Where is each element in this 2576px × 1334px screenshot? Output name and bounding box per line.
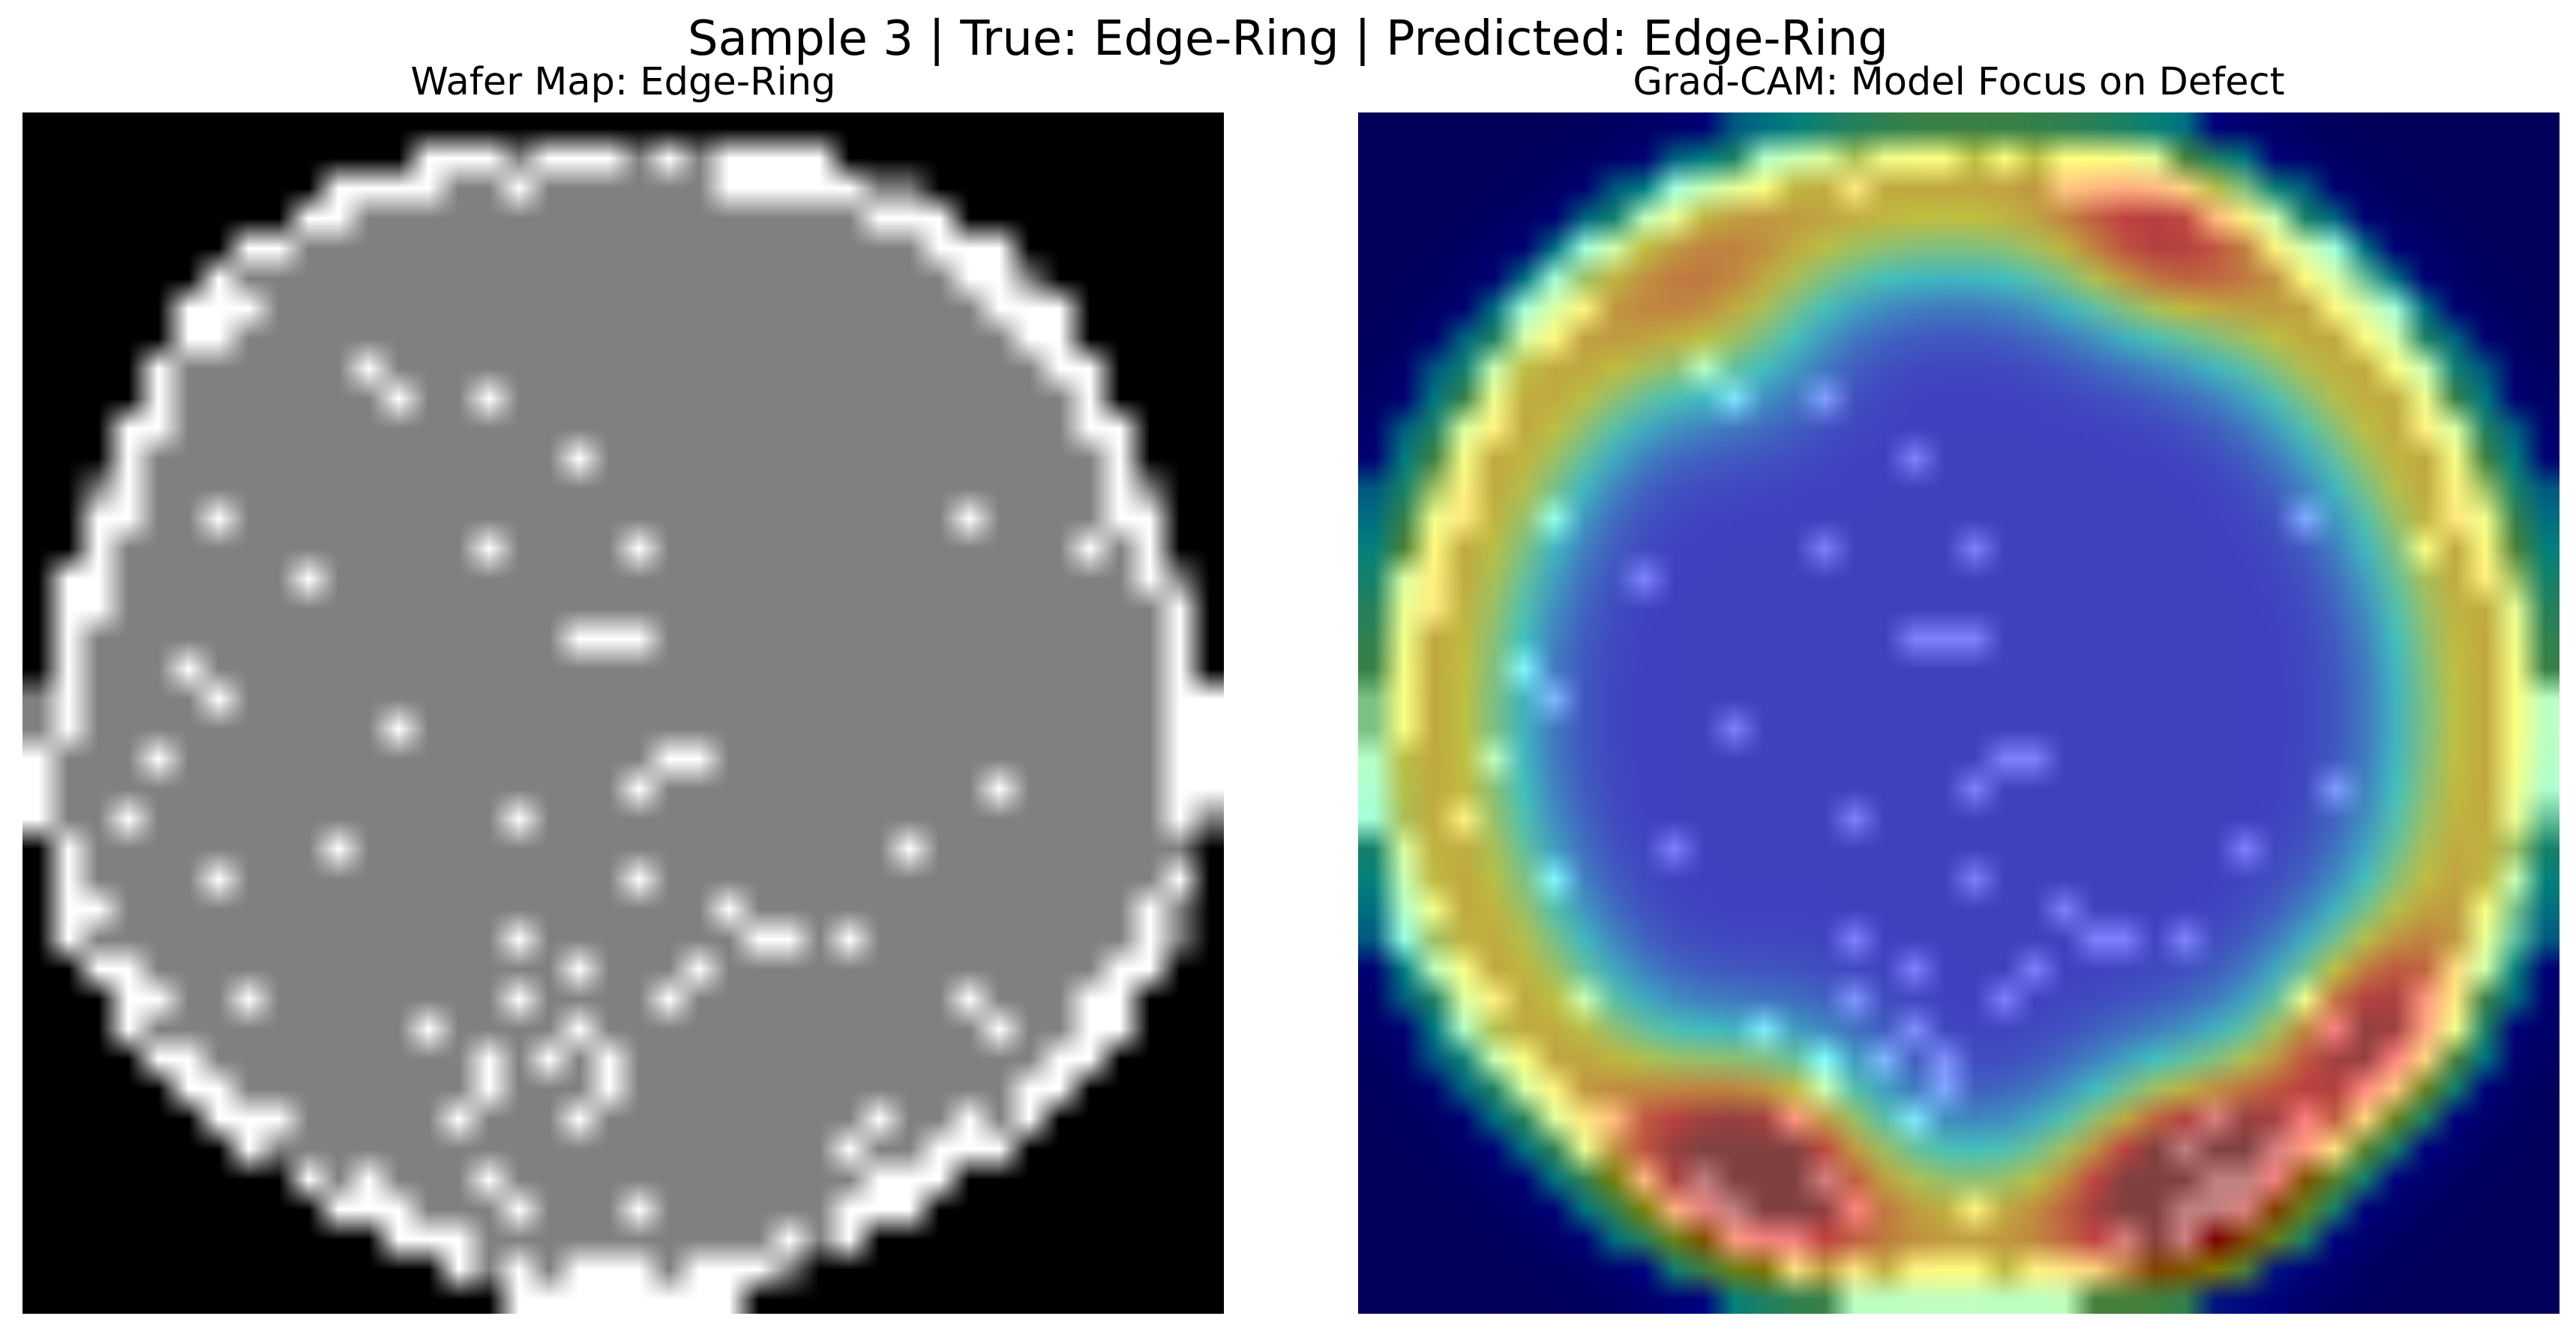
gradcam-title: Grad-CAM: Model Focus on Defect: [1633, 60, 2285, 104]
wafer-map-image: [22, 112, 1224, 1314]
figure-suptitle: Sample 3 | True: Edge-Ring | Predicted: …: [688, 11, 1888, 67]
gradcam-overlay-image: [1358, 112, 2560, 1314]
wafer-map-title: Wafer Map: Edge-Ring: [410, 60, 836, 104]
